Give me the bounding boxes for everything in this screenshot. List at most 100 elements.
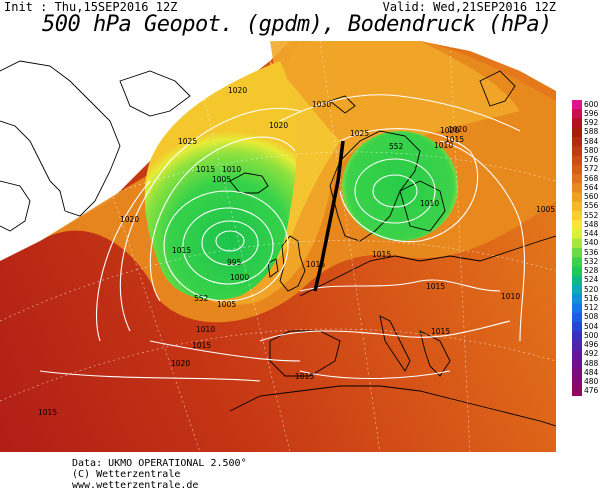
colorbar-swatch	[572, 257, 582, 267]
colorbar-tick-label: 564	[584, 182, 599, 192]
colorbar-tick-label: 596	[584, 108, 599, 118]
colorbar-tick-label: 584	[584, 136, 599, 146]
weather-map: 1020 1030 1025 1020 1020 1025 1015 1010 …	[0, 41, 556, 452]
website-link[interactable]: www.wetterzentrale.de	[72, 480, 199, 491]
colorbar-swatch	[572, 118, 582, 129]
isobar-label: 1020	[171, 359, 190, 368]
colorbar-swatch	[572, 220, 582, 230]
colorbar	[572, 100, 582, 396]
colorbar-tick-label: 580	[584, 145, 599, 155]
colorbar-tick-label: 476	[584, 386, 599, 396]
colorbar-swatch	[572, 146, 582, 156]
colorbar-swatch	[572, 294, 582, 304]
isobar-label: 995	[227, 258, 242, 267]
isobar-label: 1015	[445, 135, 464, 144]
colorbar-swatch	[572, 368, 582, 378]
colorbar-tick-label: 572	[584, 164, 599, 174]
colorbar-swatch	[572, 349, 582, 360]
colorbar-tick-label: 560	[584, 192, 599, 202]
colorbar-tick-label: 528	[584, 266, 599, 276]
colorbar-tick-label: 480	[584, 377, 599, 387]
init-time-label: Init : Thu,15SEP2016 12Z	[4, 0, 178, 14]
colorbar-swatch	[572, 100, 582, 110]
colorbar-swatch	[572, 322, 582, 332]
colorbar-tick-label: 536	[584, 247, 599, 257]
colorbar-swatch	[572, 266, 582, 277]
colorbar-swatch	[572, 312, 582, 323]
isobar-label: 1015	[372, 250, 391, 259]
colorbar-tick-label: 524	[584, 275, 599, 285]
coastlines	[0, 60, 556, 427]
colorbar-swatch	[572, 174, 582, 184]
scandinavia-low-field	[342, 131, 458, 241]
isobar-label: 1010	[222, 165, 241, 174]
isobar-label: 1010	[501, 292, 520, 301]
isobar-label: 1020	[120, 215, 139, 224]
isobar-label: 1005	[217, 300, 236, 309]
colorbar-tick-label: 512	[584, 303, 599, 313]
colorbar-tick-label: 504	[584, 321, 599, 331]
isobar-label: 1015	[426, 282, 445, 291]
isobar-label-group: 1020 1030 1025 1020 1020 1025 1015 1010 …	[38, 86, 555, 417]
colorbar-swatch	[572, 164, 582, 175]
colorbar-tick-label: 488	[584, 358, 599, 368]
colorbar-swatch	[572, 201, 582, 212]
valid-time-label: Valid: Wed,21SEP2016 12Z	[382, 0, 556, 14]
colorbar-tick-label: 544	[584, 229, 599, 239]
graticule	[0, 41, 556, 452]
colorbar-tick-label: 520	[584, 284, 599, 294]
isobar-label: 1020	[269, 121, 288, 130]
isobar-label: 1010	[196, 325, 215, 334]
colorbar-swatch	[572, 331, 582, 341]
isobar-label: 1030	[312, 100, 331, 109]
colorbar-tick-label: 548	[584, 219, 599, 229]
colorbar-tick-label: 516	[584, 293, 599, 303]
isobar-label: 1005	[212, 175, 231, 184]
colorbar-tick-label: 540	[584, 238, 599, 248]
isobar-label: 1020	[228, 86, 247, 95]
footer: Data: UKMO OPERATIONAL 2.500° (C) Wetter…	[72, 458, 247, 491]
colorbar-tick-label: 492	[584, 349, 599, 359]
isobar-label: 1025	[178, 137, 197, 146]
colorbar-swatch	[572, 285, 582, 295]
colorbar-swatch	[572, 359, 582, 369]
colorbar-swatch	[572, 127, 582, 138]
colorbar-tick-label: 484	[584, 367, 599, 377]
colorbar-tick-label: 508	[584, 312, 599, 322]
data-source-text: Data: UKMO OPERATIONAL 2.500°	[72, 458, 247, 469]
isobar-label: 1010	[434, 141, 453, 150]
colorbar-swatch	[572, 155, 582, 166]
isobar-label: 1020	[448, 125, 467, 134]
isobar-label: 1015	[38, 408, 57, 417]
colorbar-swatch	[572, 238, 582, 249]
isobar-label: 1015	[192, 341, 211, 350]
colorbar-tick-label: 588	[584, 127, 599, 137]
atlantic-low-field	[144, 61, 297, 300]
trough-line	[313, 140, 345, 292]
colorbar-swatch	[572, 386, 582, 396]
colorbar-swatch	[572, 109, 582, 119]
copyright-text: (C) Wetterzentrale	[72, 469, 181, 480]
colorbar-swatch	[572, 248, 582, 258]
isobar-label: 1010	[420, 199, 439, 208]
colorbar-swatch	[572, 183, 582, 193]
isobar-label: 1015	[196, 165, 215, 174]
colorbar-tick-label: 552	[584, 210, 599, 220]
isobar-label: 1020	[440, 126, 459, 135]
colorbar-swatch	[572, 340, 582, 351]
colorbar-swatch	[572, 303, 582, 314]
colorbar-swatch	[572, 275, 582, 286]
colorbar-tick-label: 568	[584, 173, 599, 183]
colorbar-tick-label: 496	[584, 340, 599, 350]
colorbar-swatch	[572, 377, 582, 388]
colorbar-tick-label: 592	[584, 118, 599, 128]
colorbar-swatch	[572, 229, 582, 240]
colorbar-tick-label: 556	[584, 201, 599, 211]
colorbar-tick-label: 500	[584, 330, 599, 340]
map-title: 500 hPa Geopot. (gpdm), Bodendruck (hPa)	[42, 12, 552, 37]
isobar-label: 1015	[306, 260, 325, 269]
colorbar-tick-label: 600	[584, 99, 599, 109]
isobar-label: 552	[194, 294, 209, 303]
colorbar-tick-label: 532	[584, 256, 599, 266]
isobar-label: 1015	[295, 372, 314, 381]
